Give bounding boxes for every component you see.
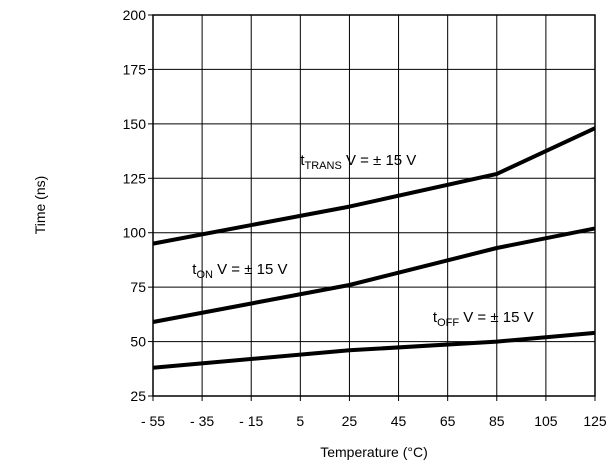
x-tick-label: - 35 [190, 413, 214, 429]
x-tick-label: 85 [489, 413, 505, 429]
y-tick-label: 125 [123, 170, 147, 186]
x-tick-label: 5 [296, 413, 304, 429]
y-axis-ticks: 25 50 75 100 125 150 175 200 [123, 7, 153, 404]
x-tick-label: 65 [440, 413, 456, 429]
y-axis-label: Time (ns) [32, 176, 48, 235]
y-tick-label: 50 [130, 334, 146, 350]
series-label-trans: tTRANS V = ± 15 V [300, 152, 416, 172]
y-tick-label: 175 [123, 61, 147, 77]
y-tick-label: 200 [123, 7, 147, 23]
x-tick-label: 25 [342, 413, 358, 429]
y-tick-label: 75 [130, 279, 146, 295]
series-label-off: tOFF V = ± 15 V [433, 309, 534, 329]
x-axis-ticks: - 55 - 35 - 15 5 25 45 65 85 105 125 [141, 396, 607, 429]
series-line-off [152, 330, 596, 370]
series-labels: tTRANS V = ± 15 V tON V = ± 15 V tOFF V = … [192, 152, 533, 329]
x-tick-label: 45 [391, 413, 407, 429]
series-lines [152, 126, 596, 370]
series-label-on: tON V = ± 15 V [192, 261, 287, 281]
x-axis-label: Temperature (°C) [320, 444, 428, 460]
x-tick-label: - 55 [141, 413, 165, 429]
y-tick-label: 150 [123, 116, 147, 132]
y-tick-label: 25 [130, 388, 146, 404]
x-tick-label: - 15 [239, 413, 263, 429]
series-line-trans [152, 126, 596, 246]
plot-frame [152, 14, 596, 397]
x-tick-label: 125 [583, 413, 607, 429]
x-tick-label: 105 [534, 413, 558, 429]
series-line-on [152, 226, 596, 324]
y-tick-label: 100 [123, 225, 147, 241]
